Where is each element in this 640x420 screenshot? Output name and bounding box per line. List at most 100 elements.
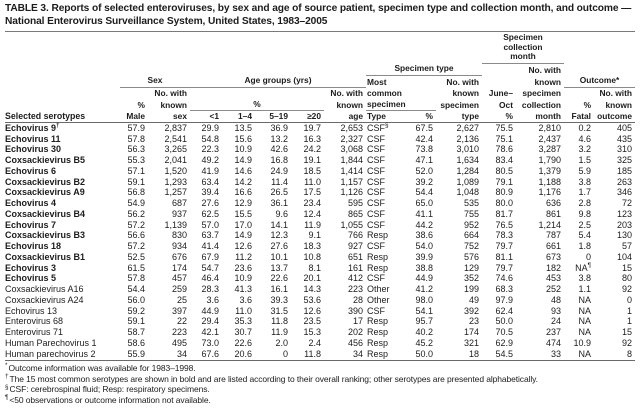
table-cell-june-oct-pct: 62.4: [495, 305, 513, 316]
table-cell-known-outcome: 92: [622, 337, 633, 348]
table-cell-pct-fatal: NA: [578, 316, 592, 327]
table-cell-specimen-type: CSF: [367, 208, 385, 219]
serotype-name: Echovirus 13: [5, 305, 58, 316]
table-cell-specimen-pct: 47.1: [415, 155, 433, 165]
table-cell-pct-male: 57.2: [127, 241, 145, 251]
table-cell-june-oct-pct: 97.9: [495, 294, 513, 305]
table-cell-june-oct-pct: 79.1: [495, 176, 513, 187]
table-cell-known-outcome: 92: [622, 284, 633, 294]
table-cell-age-lt1: 3.6: [206, 294, 219, 305]
table-cell-known-age: 34: [324, 348, 366, 362]
table-cell-age-ge20: 12.6: [303, 305, 321, 316]
footnote-text: The 15 most common serotypes are shown i…: [9, 373, 539, 384]
table-cell-age-1-4: 15.6: [234, 133, 252, 144]
table-cell-known-age: 2,327: [340, 133, 363, 144]
table-cell-known-age: 1,157: [340, 176, 363, 187]
table-cell-pct-fatal: 3.8: [578, 176, 592, 187]
table-cell-known-month: 93: [551, 305, 562, 316]
table-cell-known-month: 1,379: [538, 165, 562, 176]
table-cell-age-lt1: 29.4: [201, 316, 219, 327]
table-cell-known-month: 1,214: [538, 219, 562, 230]
serotype-name: Echovirus 3: [5, 262, 57, 273]
table-cell-known-outcome: 104: [616, 251, 633, 262]
col-header-known-age-line2: known: [336, 100, 363, 111]
table-cell-age-lt1: 42.1: [201, 327, 219, 337]
table-cell-age-5-19: 14.1: [270, 219, 288, 230]
table-cell-known-month: 1,790: [538, 155, 562, 165]
table-row: Echovirus 13 59.2 397 44.9 11.0 31.5 12.…: [5, 306, 635, 317]
table-cell-pct-male: 59.1: [127, 316, 145, 327]
table-cell-specimen-pct: 41.1: [415, 208, 433, 219]
table-cell-known-specimen: 1,284: [456, 165, 479, 176]
table-cell-specimen-pct: 41.2: [415, 284, 433, 294]
col-header-pct-fatal-line1: %: [583, 100, 592, 111]
table-cell-age-5-19: 0: [255, 348, 291, 362]
table-cell-age-lt1: 49.2: [201, 155, 219, 165]
table-cell-age-1-4: 16.6: [234, 187, 252, 198]
col-header-june-oct-pct: %: [482, 110, 516, 123]
table-cell-known-specimen: 576: [463, 251, 479, 262]
table-cell-known-sex: 830: [171, 230, 187, 241]
title-divider: [5, 31, 635, 32]
table-cell-pct-fatal: NA: [578, 327, 592, 337]
table-cell-known-age: 456: [347, 337, 363, 348]
table-cell-known-specimen: 1,048: [456, 187, 479, 198]
table-cell-pct-male: 54.4: [127, 284, 145, 294]
table-cell-known-outcome: 80: [622, 273, 633, 284]
table-row: Echovirus 30 56.3 3,265 22.3 10.9 42.6 2…: [5, 144, 635, 155]
table-cell-known-month: 2,810: [538, 122, 562, 133]
col-header-known-age-line1: No. with: [330, 87, 363, 98]
table-cell-known-age: 766: [347, 230, 363, 241]
table-cell-known-outcome: 203: [616, 219, 633, 230]
group-header-sex: Sex: [120, 75, 190, 88]
table-cell-pct-male: 56.8: [127, 187, 145, 198]
table-cell-specimen-type: CSF: [367, 241, 385, 251]
table-cell-specimen-pct: 39.9: [415, 251, 433, 262]
table-cell-known-outcome: 15: [622, 327, 633, 337]
group-header-specimen-type: Specimen type: [366, 63, 482, 76]
table-cell-known-sex: 1,257: [164, 187, 187, 198]
footnotes: *Outcome information was available for 1…: [5, 363, 635, 405]
col-header-type-pct: %: [406, 110, 436, 123]
table-cell-age-5-19: 42.6: [270, 144, 288, 155]
table-cell-age-ge20: 24.2: [303, 144, 321, 155]
table-cell-age-5-19: 39.3: [270, 294, 288, 305]
table-cell-known-specimen: 129: [463, 262, 479, 273]
footnote: ¶<50 observations or outcome information…: [5, 395, 635, 406]
table-body: Echovirus 9† 57.9 2,837 29.9 13.5 36.9 1…: [5, 122, 636, 362]
header-row-sub1: No. with No. with common known June– spe…: [5, 87, 635, 98]
table-cell-age-1-4: 20.6: [222, 348, 255, 362]
table-cell-age-5-19: 24.9: [270, 165, 288, 176]
table-header: Selected serotypes Specimen collection m…: [5, 32, 636, 123]
table-cell-age-ge20: 20.1: [303, 273, 321, 284]
header-row-groups: Sex Age groups (yrs) Most No. with known…: [5, 75, 636, 88]
table-cell-known-month: 661: [545, 241, 562, 251]
table-cell-specimen-pct: 95.7: [415, 316, 433, 327]
table-cell-known-outcome: 325: [616, 155, 633, 165]
serotype-name: Coxsackievirus A9: [5, 187, 85, 198]
table-cell-specimen-type: Other: [367, 294, 390, 305]
footnote-marker: †: [5, 373, 9, 381]
table-cell-june-oct-pct: 75.1: [495, 133, 513, 144]
table-cell-june-oct-pct: 75.5: [495, 122, 513, 133]
table-cell-known-specimen: 352: [463, 273, 479, 284]
table-cell-known-outcome: 310: [616, 144, 633, 155]
table-cell-pct-male: 58.6: [127, 337, 145, 348]
table-cell-known-outcome: 263: [616, 176, 633, 187]
table-cell-age-1-4: 11.2: [235, 251, 252, 262]
table-cell-specimen-pct: 98.0: [415, 294, 433, 305]
header-row-sub2: % known % known specimen specimen Oct co…: [5, 98, 635, 112]
table-cell-known-specimen: 199: [463, 284, 479, 294]
table-cell-age-lt1: 28.3: [201, 284, 219, 294]
table-cell-known-sex: 495: [171, 337, 187, 348]
serotype-name: Enterovirus 68: [5, 316, 64, 327]
table-row: Human Parechovirus 1 58.6 495 73.0 22.6 …: [5, 338, 635, 349]
table-cell-pct-male: 55.9: [120, 348, 148, 362]
table-cell-known-outcome: 405: [616, 122, 633, 133]
table-cell-age-lt1: 67.9: [201, 251, 219, 262]
table-cell-known-outcome: 1: [627, 305, 633, 316]
table-cell-known-age: 28: [352, 294, 363, 305]
table-cell-age-lt1: 73.0: [201, 337, 219, 348]
table-row: Coxsackievirus B1 52.5 676 67.9 11.2 10.…: [5, 252, 635, 263]
footnote-text: CSF: cerebrospinal fluid; Resp: respirat…: [9, 384, 210, 395]
